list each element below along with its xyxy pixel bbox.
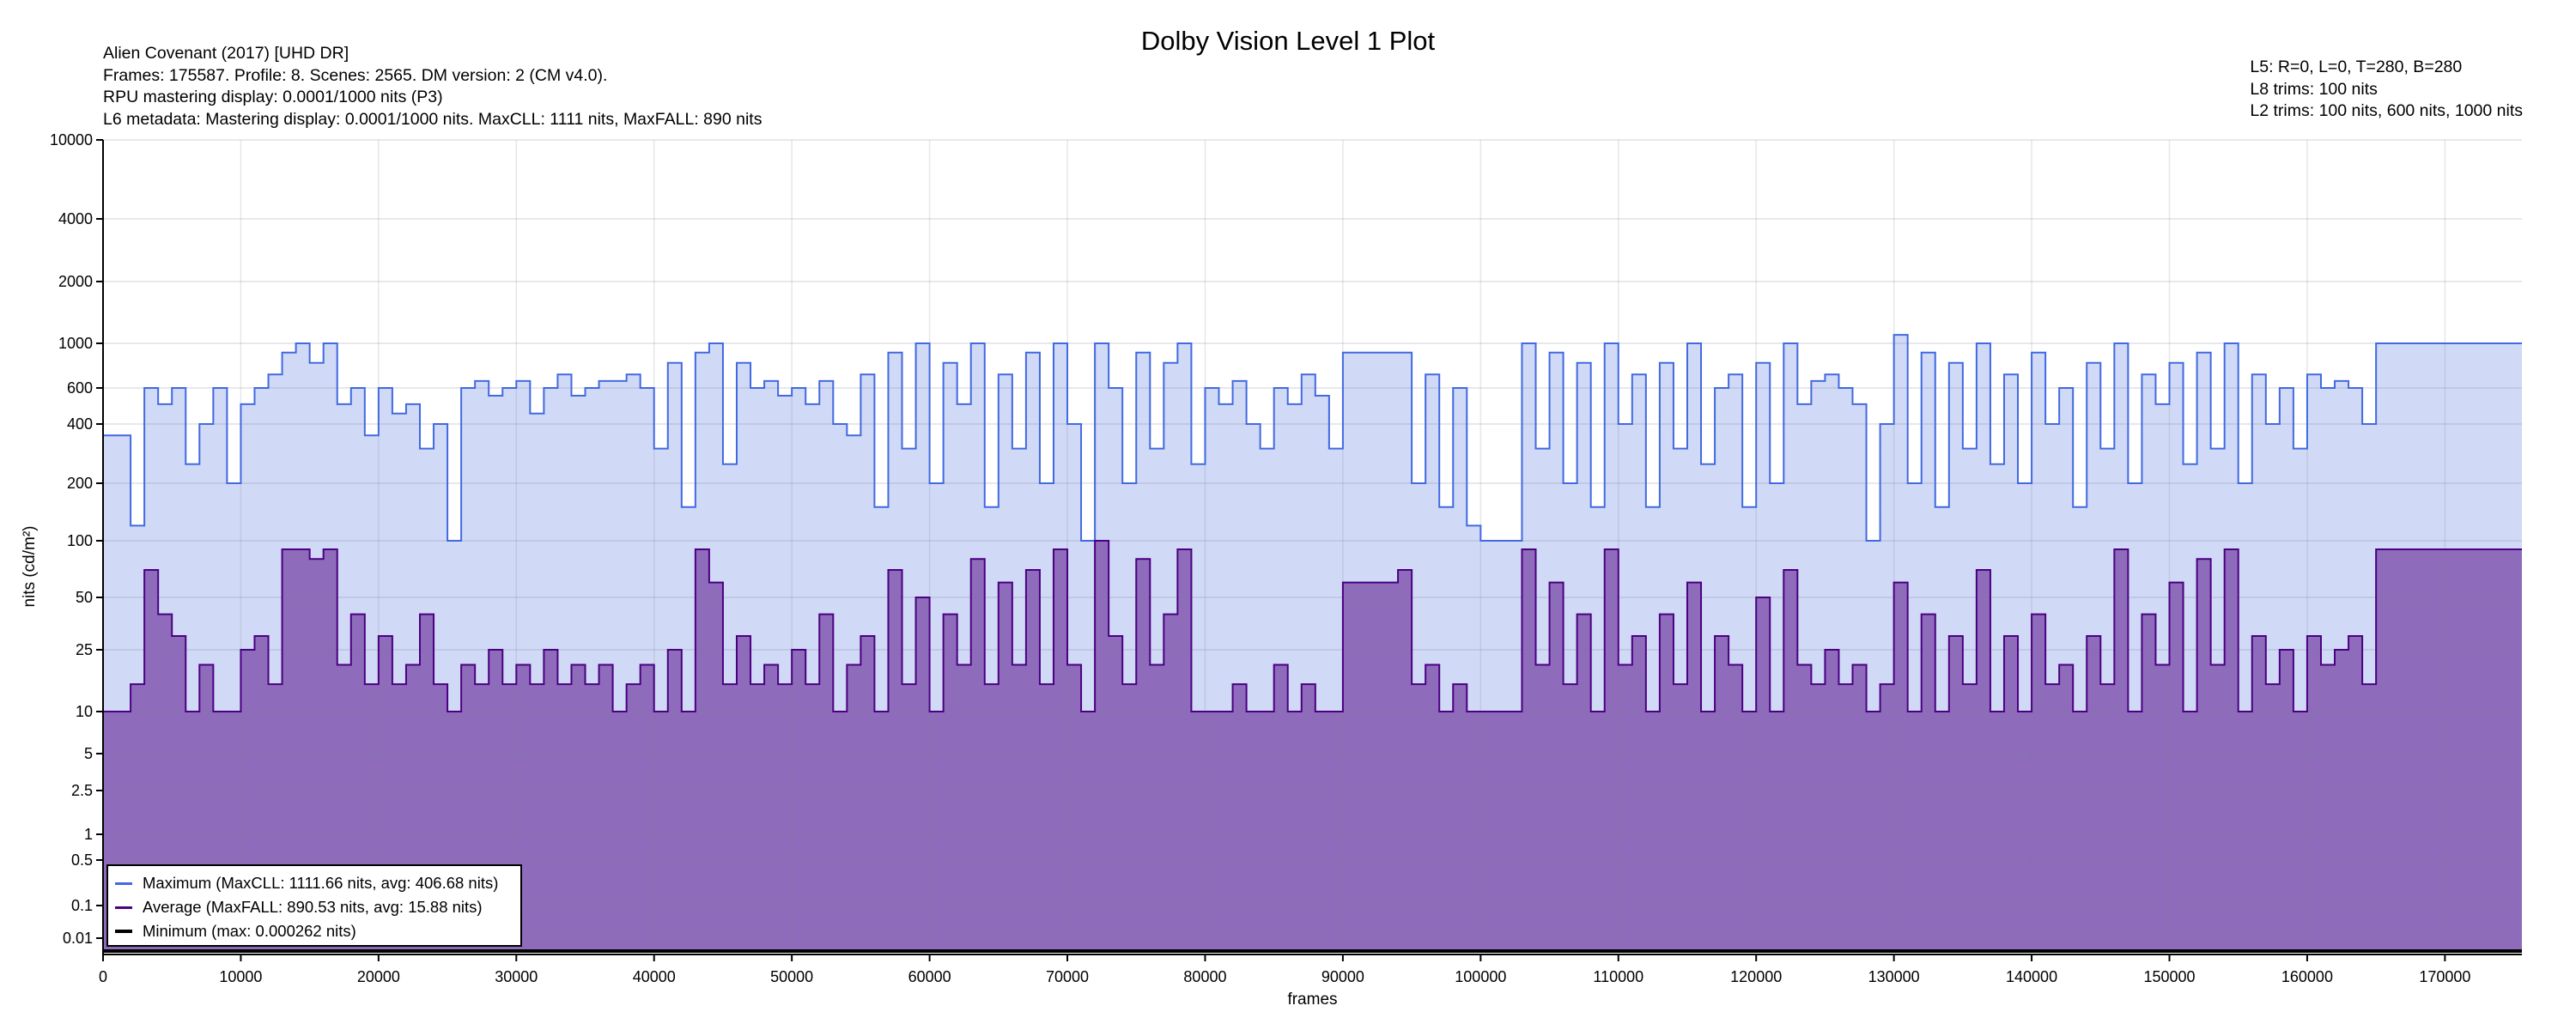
x-tick-label: 0 [99,968,107,985]
y-tick-label: 10000 [50,131,93,148]
legend-swatch-minimum [115,930,132,933]
info-rpu-mastering: RPU mastering display: 0.0001/1000 nits … [103,88,443,106]
y-tick-label: 5 [84,745,93,762]
y-axis-label: nits (cd/m²) [21,526,39,608]
maximum-line [103,334,2522,542]
y-tick-label: 0.1 [71,897,93,914]
legend-label-minimum: Minimum (max: 0.000262 nits) [143,922,356,940]
y-tick-label: 0.01 [63,930,93,947]
legend-item-average: Average (MaxFALL: 890.53 nits, avg: 15.8… [115,895,513,919]
legend-swatch-maximum [115,882,132,885]
x-tick-label: 90000 [1321,968,1364,985]
y-tick-label: 600 [67,379,93,397]
x-tick-label: 150000 [2143,968,2195,985]
info-l8: L8 trims: 100 nits [2250,79,2378,99]
y-tick-label: 100 [67,532,93,549]
x-tick-label: 60000 [908,968,951,985]
legend-swatch-average [115,906,132,909]
x-axis-label: frames [1287,991,1337,1009]
legend-label-maximum: Maximum (MaxCLL: 1111.66 nits, avg: 406.… [143,874,499,892]
y-tick-label: 25 [76,641,93,658]
y-tick-label: 200 [67,475,93,492]
y-tick-label: 4000 [58,210,93,227]
info-frames: Frames: 175587. Profile: 8. Scenes: 2565… [103,65,608,85]
average-area [103,541,2522,953]
x-tick-label: 80000 [1183,968,1226,985]
x-tick-label: 160000 [2281,968,2333,985]
x-tick-label: 70000 [1046,968,1089,985]
x-tick-label: 140000 [2006,968,2057,985]
y-tick-label: 1 [84,826,93,843]
legend-item-minimum: Minimum (max: 0.000262 nits) [115,919,513,943]
info-l2: L2 trims: 100 nits, 600 nits, 1000 nits [2250,101,2523,120]
info-l5: L5: R=0, L=0, T=280, B=280 [2250,58,2463,76]
x-tick-label: 110000 [1593,968,1643,985]
info-right: L5: R=0, L=0, T=280, B=280 L8 trims: 100… [2250,57,2523,123]
x-tick-label: 170000 [2419,968,2470,985]
x-tick-label: 40000 [633,968,676,985]
legend-label-average: Average (MaxFALL: 890.53 nits, avg: 15.8… [143,898,483,916]
y-tick-label: 0.5 [71,851,93,869]
y-tick-label: 2000 [58,273,93,290]
x-tick-label: 30000 [495,968,538,985]
x-tick-label: 100000 [1455,968,1506,985]
x-tick-label: 120000 [1730,968,1782,985]
info-left: Alien Covenant (2017) [UHD DR] Frames: 1… [103,43,762,130]
info-movie-title: Alien Covenant (2017) [UHD DR] [103,44,349,63]
x-tick-label: 50000 [770,968,813,985]
y-tick-label: 400 [67,415,93,433]
legend: Maximum (MaxCLL: 1111.66 nits, avg: 406.… [106,864,522,947]
chart-title: Dolby Vision Level 1 Plot [1140,26,1436,56]
x-tick-label: 130000 [1868,968,1920,985]
y-tick-label: 2.5 [71,782,93,799]
y-tick-label: 10 [76,703,93,720]
legend-item-maximum: Maximum (MaxCLL: 1111.66 nits, avg: 406.… [115,871,513,895]
average-line [103,540,2522,712]
y-tick-label: 1000 [58,335,93,352]
x-tick-label: 10000 [219,968,262,985]
x-tick-label: 20000 [357,968,400,985]
y-tick-label: 50 [76,589,93,606]
info-l6-metadata: L6 metadata: Mastering display: 0.0001/1… [103,109,762,129]
